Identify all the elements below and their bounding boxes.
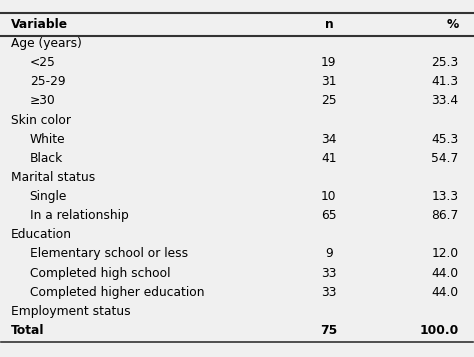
Text: White: White	[30, 133, 65, 146]
Text: Marital status: Marital status	[11, 171, 95, 184]
Text: 45.3: 45.3	[431, 133, 458, 146]
Text: <25: <25	[30, 56, 55, 69]
Text: 33.4: 33.4	[431, 94, 458, 107]
Text: 19: 19	[321, 56, 337, 69]
Text: ≥30: ≥30	[30, 94, 55, 107]
Text: Completed higher education: Completed higher education	[30, 286, 204, 299]
Text: Completed high school: Completed high school	[30, 267, 170, 280]
Text: 100.0: 100.0	[419, 324, 458, 337]
Text: 41: 41	[321, 152, 337, 165]
Text: 41.3: 41.3	[431, 75, 458, 88]
Text: In a relationship: In a relationship	[30, 209, 128, 222]
Text: 31: 31	[321, 75, 337, 88]
Text: 34: 34	[321, 133, 337, 146]
Text: 13.3: 13.3	[431, 190, 458, 203]
Text: %: %	[446, 18, 458, 31]
Text: Black: Black	[30, 152, 63, 165]
Text: 10: 10	[321, 190, 337, 203]
Text: Single: Single	[30, 190, 67, 203]
Text: 25-29: 25-29	[30, 75, 65, 88]
Text: 25: 25	[321, 94, 337, 107]
Text: 9: 9	[325, 247, 333, 261]
Text: 54.7: 54.7	[431, 152, 458, 165]
Text: 12.0: 12.0	[431, 247, 458, 261]
Text: 65: 65	[321, 209, 337, 222]
Text: 33: 33	[321, 286, 337, 299]
Text: n: n	[325, 18, 333, 31]
Text: Skin color: Skin color	[11, 114, 71, 126]
Text: 44.0: 44.0	[431, 286, 458, 299]
Text: Employment status: Employment status	[11, 305, 130, 318]
Text: Total: Total	[11, 324, 44, 337]
Text: 25.3: 25.3	[431, 56, 458, 69]
Text: Education: Education	[11, 228, 72, 241]
Text: 86.7: 86.7	[431, 209, 458, 222]
Text: Age (years): Age (years)	[11, 37, 82, 50]
Text: 44.0: 44.0	[431, 267, 458, 280]
Text: 33: 33	[321, 267, 337, 280]
Text: 75: 75	[320, 324, 337, 337]
Text: Variable: Variable	[11, 18, 68, 31]
Text: Elementary school or less: Elementary school or less	[30, 247, 188, 261]
